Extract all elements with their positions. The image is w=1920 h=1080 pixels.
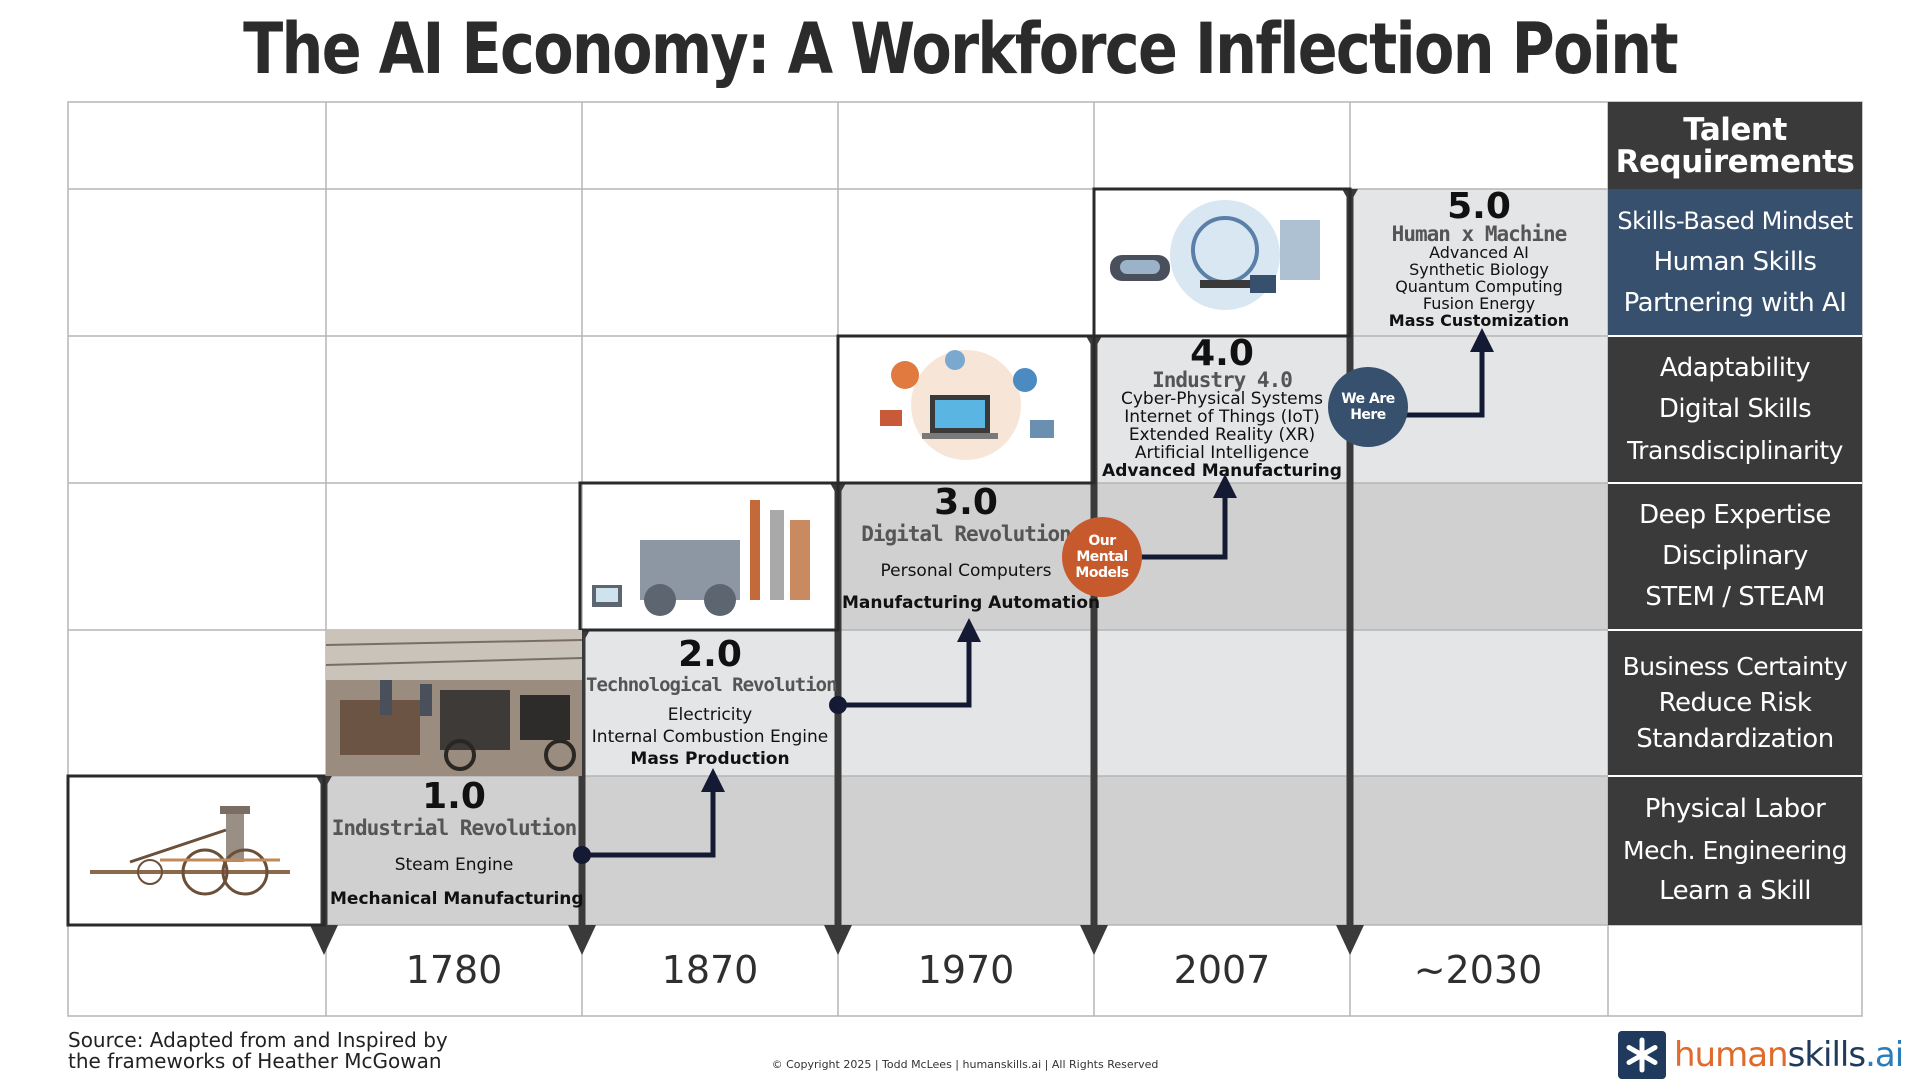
era-3-block: 3.0 Digital Revolution Personal Computer…: [842, 482, 1101, 613]
era-highlight: Manufacturing Automation: [842, 593, 1101, 613]
steam-engine-illustration: [90, 806, 290, 896]
talent-item: Mech. Engineering: [1623, 836, 1847, 865]
era-1-block: 1.0 Industrial Revolution Steam Engine M…: [330, 776, 584, 909]
era-tech: Internet of Things (IoT): [1124, 407, 1320, 427]
talent-item: Standardization: [1636, 724, 1834, 754]
era-number: 5.0: [1447, 186, 1511, 227]
talent-column: [1608, 102, 1862, 925]
era-tech: Extended Reality (XR): [1128, 425, 1316, 445]
era-tech: Artificial Intelligence: [1134, 443, 1310, 463]
talent-item: Deep Expertise: [1639, 500, 1831, 530]
year-label: ~2030: [1413, 948, 1543, 992]
year-label: 1970: [917, 948, 1015, 992]
talent-item: Skills-Based Mindset: [1617, 207, 1853, 235]
talent-row-2: Business Certainty Reduce Risk Standardi…: [1608, 630, 1862, 776]
era-name: Human x Machine: [1391, 222, 1568, 246]
badge-text: Here: [1350, 407, 1386, 423]
page-title: The AI Economy: A Workforce Inflection P…: [243, 8, 1678, 90]
talent-row-4: Adaptability Digital Skills Transdiscipl…: [1608, 336, 1862, 483]
badge-text: Our: [1088, 533, 1116, 549]
era-2-block: 2.0 Technological Revolution Electricity…: [586, 634, 838, 769]
asterisk-logo-icon: [1618, 1031, 1666, 1079]
era-tech: Steam Engine: [394, 855, 514, 875]
era-highlight: Mass Customization: [1388, 311, 1570, 330]
talent-header: Talent Requirements: [1608, 102, 1862, 189]
year-label: 2007: [1173, 948, 1271, 992]
era-name: Industry 4.0: [1152, 368, 1293, 392]
talent-item: Partnering with AI: [1623, 288, 1847, 318]
talent-item: Learn a Skill: [1659, 876, 1811, 906]
arrow-heads: [573, 328, 1494, 864]
brand-name: humanskills.ai: [1674, 1035, 1904, 1075]
badge-text: We Are: [1341, 391, 1395, 407]
brand-name-part: human: [1674, 1035, 1789, 1075]
badge-text: Models: [1075, 565, 1129, 581]
talent-item: STEM / STEAM: [1645, 582, 1825, 612]
talent-header-line: Requirements: [1615, 143, 1855, 180]
era-tech: Electricity: [667, 705, 753, 725]
source-line: the frameworks of Heather McGowan: [68, 1049, 442, 1073]
era-name: Technological Revolution: [586, 674, 838, 696]
era-tech: Synthetic Biology: [1409, 260, 1549, 279]
era-number: 2.0: [678, 634, 742, 675]
talent-header-line: Talent: [1683, 111, 1787, 148]
talent-item: Transdisciplinarity: [1627, 436, 1843, 465]
factory-assembly-photo: [325, 630, 583, 776]
talent-item: Reduce Risk: [1658, 688, 1812, 718]
era-tech: Cyber-Physical Systems: [1120, 389, 1324, 409]
year-label: 1870: [661, 948, 759, 992]
era-highlight: Mechanical Manufacturing: [330, 889, 584, 909]
talent-item: Business Certainty: [1622, 652, 1848, 681]
mental-models-badge: Our Mental Models: [1062, 517, 1142, 597]
talent-item: Human Skills: [1653, 247, 1817, 277]
era-4-block: 4.0 Industry 4.0 Cyber-Physical Systems …: [1098, 333, 1346, 481]
brand-name-part: .ai: [1865, 1035, 1904, 1075]
image-cell-borders: [66, 187, 1352, 927]
era-5-block: 5.0 Human x Machine Advanced AI Syntheti…: [1354, 186, 1604, 330]
era-tech: Fusion Energy: [1422, 294, 1536, 313]
talent-row-5: Skills-Based Mindset Human Skills Partne…: [1608, 189, 1862, 336]
brand-logo[interactable]: humanskills.ai: [1618, 1030, 1904, 1080]
talent-row-1: Physical Labor Mech. Engineering Learn a…: [1608, 776, 1862, 925]
era-tech: Quantum Computing: [1395, 277, 1563, 296]
era-name: Industrial Revolution: [331, 816, 578, 840]
badge-text: Mental: [1076, 549, 1128, 565]
industrial-machinery-illustration: [592, 500, 810, 616]
era-highlight: Mass Production: [630, 749, 790, 769]
era-name: Digital Revolution: [861, 522, 1072, 546]
era-number: 4.0: [1190, 333, 1254, 374]
talent-row-3: Deep Expertise Disciplinary STEM / STEAM: [1608, 483, 1862, 630]
source-note: Source: Adapted from and Inspired by the…: [68, 1030, 448, 1072]
we-are-here-badge: We Are Here: [1328, 367, 1408, 447]
brand-name-part: skills: [1787, 1035, 1866, 1075]
progression-arrows: [582, 350, 1485, 858]
era-number: 3.0: [934, 482, 998, 523]
copyright-notice: © Copyright 2025 | Todd McLees | humansk…: [771, 1058, 1159, 1071]
talent-item: Physical Labor: [1644, 794, 1826, 824]
connected-devices-illustration: [880, 350, 1054, 460]
year-label: 1780: [405, 948, 503, 992]
era-number: 1.0: [422, 776, 486, 817]
era-tech: Personal Computers: [880, 561, 1052, 581]
era-tech: Advanced AI: [1429, 243, 1529, 262]
timeline-arrowheads: [310, 189, 1364, 955]
talent-item: Disciplinary: [1662, 541, 1808, 571]
human-machine-illustration: [1110, 200, 1320, 310]
talent-item: Adaptability: [1659, 353, 1811, 383]
source-line: Source: Adapted from and Inspired by: [68, 1028, 448, 1052]
talent-item: Digital Skills: [1658, 394, 1812, 424]
era-highlight: Advanced Manufacturing: [1102, 461, 1342, 481]
era-tech: Internal Combustion Engine: [591, 727, 829, 747]
